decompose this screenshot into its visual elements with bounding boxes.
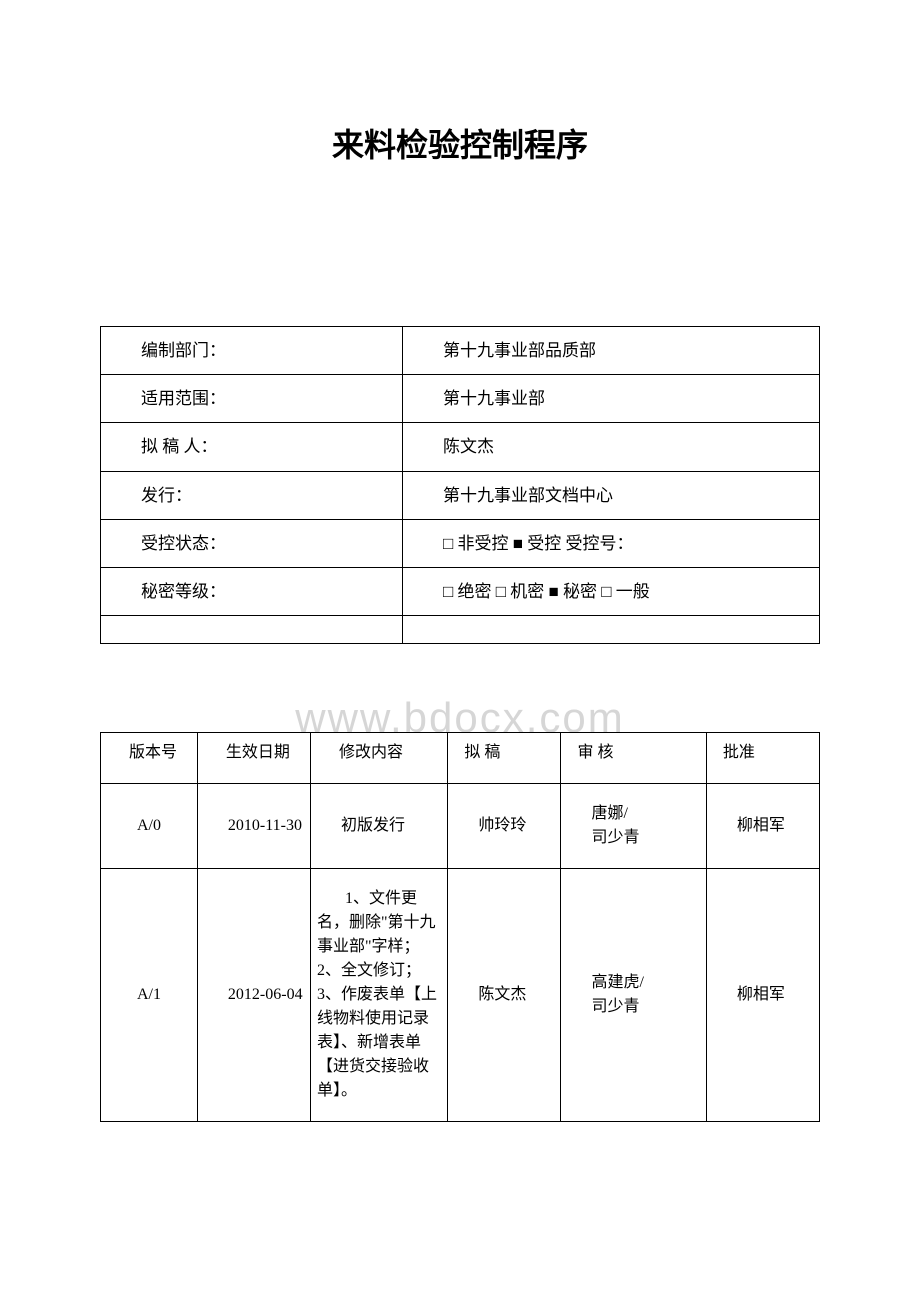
info-label: 编制部门： xyxy=(101,327,403,375)
cell-draft: 陈文杰 xyxy=(448,869,561,1122)
info-value: 第十九事业部文档中心 xyxy=(402,471,819,519)
header-draft: 拟 稿 xyxy=(448,733,561,784)
info-row: 适用范围： 第十九事业部 xyxy=(101,375,820,423)
info-label: 适用范围： xyxy=(101,375,403,423)
info-row: 拟 稿 人： 陈文杰 xyxy=(101,423,820,471)
header-version: 版本号 xyxy=(101,733,198,784)
info-value: □ 绝密 □ 机密 ■ 秘密 □ 一般 xyxy=(402,567,819,615)
empty-cell xyxy=(101,616,403,644)
info-row: 发行： 第十九事业部文档中心 xyxy=(101,471,820,519)
info-row: 受控状态： □ 非受控 ■ 受控 受控号： xyxy=(101,519,820,567)
cell-date: 2012-06-04 xyxy=(197,869,310,1122)
cell-version: A/0 xyxy=(101,784,198,869)
cell-content: 1、文件更名，删除"第十九事业部"字样；2、全文修订；3、作废表单【上线物料使用… xyxy=(311,869,448,1122)
info-label: 拟 稿 人： xyxy=(101,423,403,471)
info-value: 陈文杰 xyxy=(402,423,819,471)
document-title: 来料检验控制程序 xyxy=(100,120,820,166)
header-content: 修改内容 xyxy=(311,733,448,784)
info-value: 第十九事业部 xyxy=(402,375,819,423)
info-label: 发行： xyxy=(101,471,403,519)
info-label: 秘密等级： xyxy=(101,567,403,615)
page-container: 来料检验控制程序 编制部门： 第十九事业部品质部 适用范围： 第十九事业部 拟 … xyxy=(0,0,920,1182)
cell-approve: 柳相军 xyxy=(706,784,819,869)
info-value: □ 非受控 ■ 受控 受控号： xyxy=(402,519,819,567)
info-empty-row xyxy=(101,616,820,644)
cell-review: 高建虎/ 司少青 xyxy=(561,869,706,1122)
cell-approve: 柳相军 xyxy=(706,869,819,1122)
cell-version: A/1 xyxy=(101,869,198,1122)
info-value: 第十九事业部品质部 xyxy=(402,327,819,375)
revision-row: A/0 2010-11-30 初版发行 帅玲玲 唐娜/ 司少青 柳相军 xyxy=(101,784,820,869)
cell-draft: 帅玲玲 xyxy=(448,784,561,869)
info-row: 秘密等级： □ 绝密 □ 机密 ■ 秘密 □ 一般 xyxy=(101,567,820,615)
empty-cell xyxy=(402,616,819,644)
info-label: 受控状态： xyxy=(101,519,403,567)
info-table: 编制部门： 第十九事业部品质部 适用范围： 第十九事业部 拟 稿 人： 陈文杰 … xyxy=(100,326,820,644)
revision-table: 版本号 生效日期 修改内容 拟 稿 审 核 批准 A/0 2010-11-30 … xyxy=(100,732,820,1122)
cell-content: 初版发行 xyxy=(311,784,448,869)
header-review: 审 核 xyxy=(561,733,706,784)
revision-row: A/1 2012-06-04 1、文件更名，删除"第十九事业部"字样；2、全文修… xyxy=(101,869,820,1122)
header-approve: 批准 xyxy=(706,733,819,784)
revision-header-row: 版本号 生效日期 修改内容 拟 稿 审 核 批准 xyxy=(101,733,820,784)
info-row: 编制部门： 第十九事业部品质部 xyxy=(101,327,820,375)
header-date: 生效日期 xyxy=(197,733,310,784)
cell-date: 2010-11-30 xyxy=(197,784,310,869)
cell-review: 唐娜/ 司少青 xyxy=(561,784,706,869)
